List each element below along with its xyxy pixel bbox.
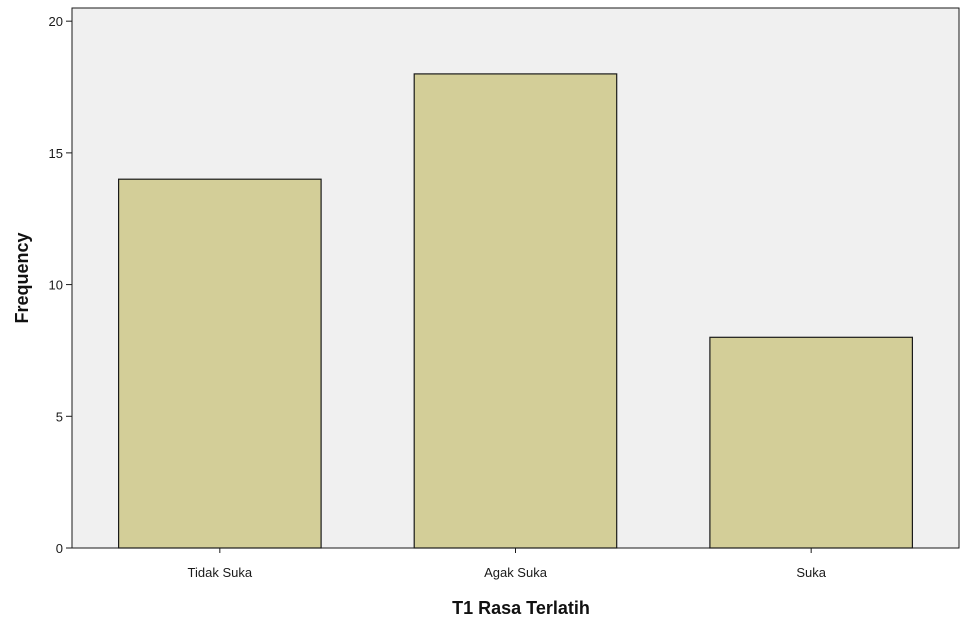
y-tick-label: 20 (49, 14, 63, 29)
y-axis-ticks: 0 5 10 15 20 (49, 14, 72, 556)
x-axis-title: T1 Rasa Terlatih (452, 598, 590, 618)
x-axis-ticks: Tidak Suka Agak Suka Suka (188, 548, 827, 580)
bar-suka (709, 336, 914, 549)
bars-group (117, 73, 914, 549)
y-axis-title: Frequency (12, 232, 32, 323)
y-tick-label: 0 (56, 541, 63, 556)
bar-tidak-suka (117, 178, 322, 549)
bar-agak-suka (413, 73, 618, 549)
y-tick-label: 5 (56, 409, 63, 424)
x-tick-label: Suka (796, 565, 826, 580)
y-tick-label: 10 (49, 278, 63, 293)
x-tick-label: Tidak Suka (188, 565, 253, 580)
y-tick-label: 15 (49, 146, 63, 161)
x-tick-label: Agak Suka (484, 565, 548, 580)
